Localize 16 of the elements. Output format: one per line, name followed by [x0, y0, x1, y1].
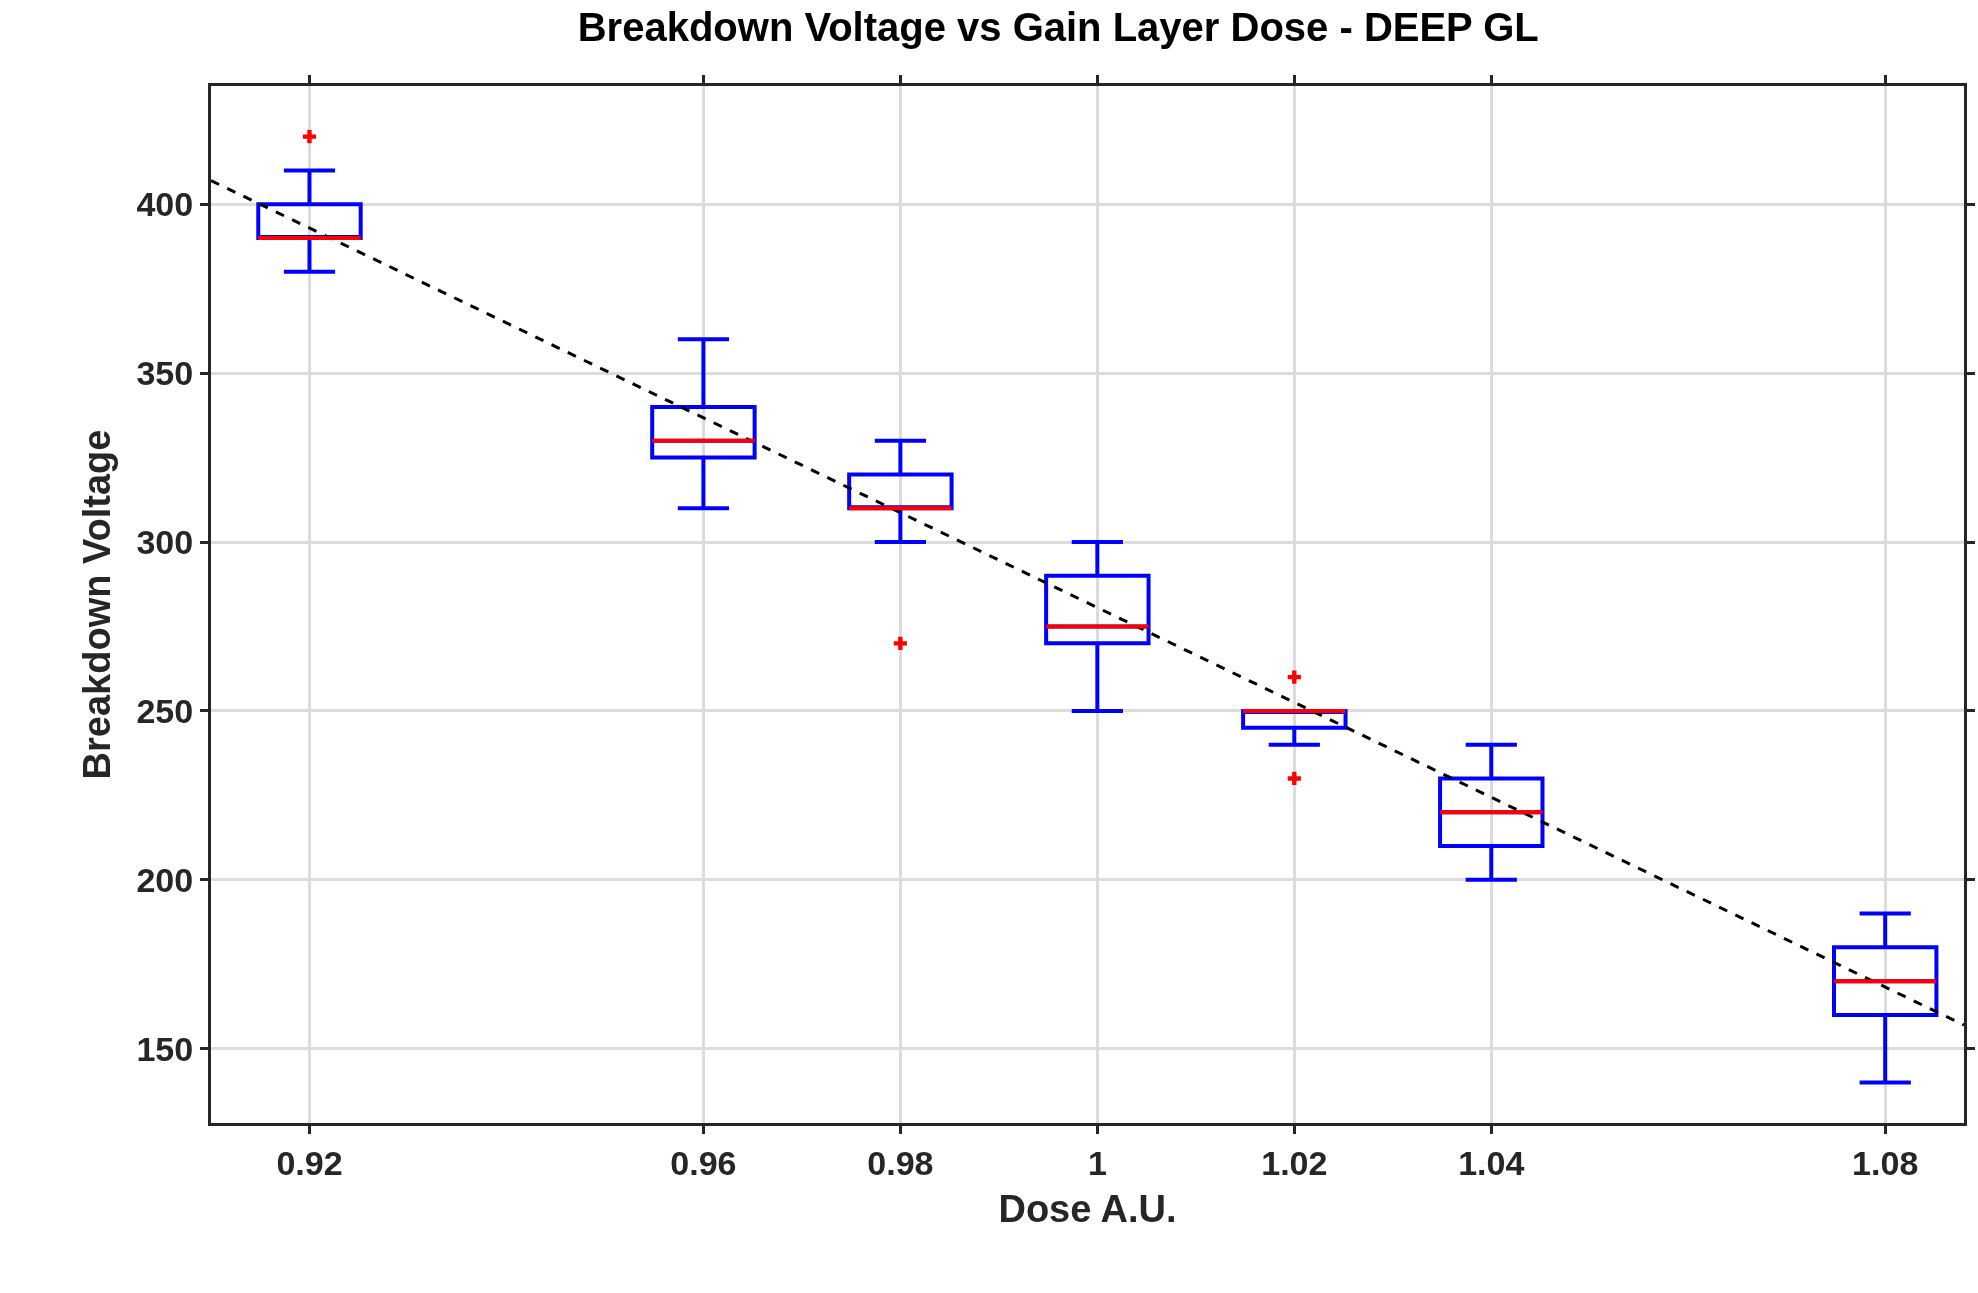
- y-tick-label: 250: [136, 691, 194, 730]
- y-tick-label: 150: [136, 1029, 194, 1068]
- x-tick-label: 1.02: [1261, 1143, 1328, 1182]
- x-tick-label: 0.98: [867, 1143, 934, 1182]
- x-tick-label: 0.96: [670, 1143, 737, 1182]
- x-axis-title: Dose A.U.: [998, 1187, 1177, 1230]
- chart-title: Breakdown Voltage vs Gain Layer Dose - DEEP GL: [577, 4, 1539, 49]
- x-tick-label: 1: [1087, 1143, 1107, 1182]
- y-axis-title: Breakdown Voltage: [75, 429, 118, 780]
- x-tick-label: 1.04: [1458, 1143, 1525, 1182]
- x-tick-label: 0.92: [276, 1143, 343, 1182]
- x-tick-label: 1.08: [1852, 1143, 1919, 1182]
- y-tick-label: 300: [136, 522, 194, 561]
- y-tick-label: 400: [136, 185, 194, 224]
- y-tick-label: 350: [136, 354, 194, 393]
- y-tick-label: 200: [136, 860, 194, 899]
